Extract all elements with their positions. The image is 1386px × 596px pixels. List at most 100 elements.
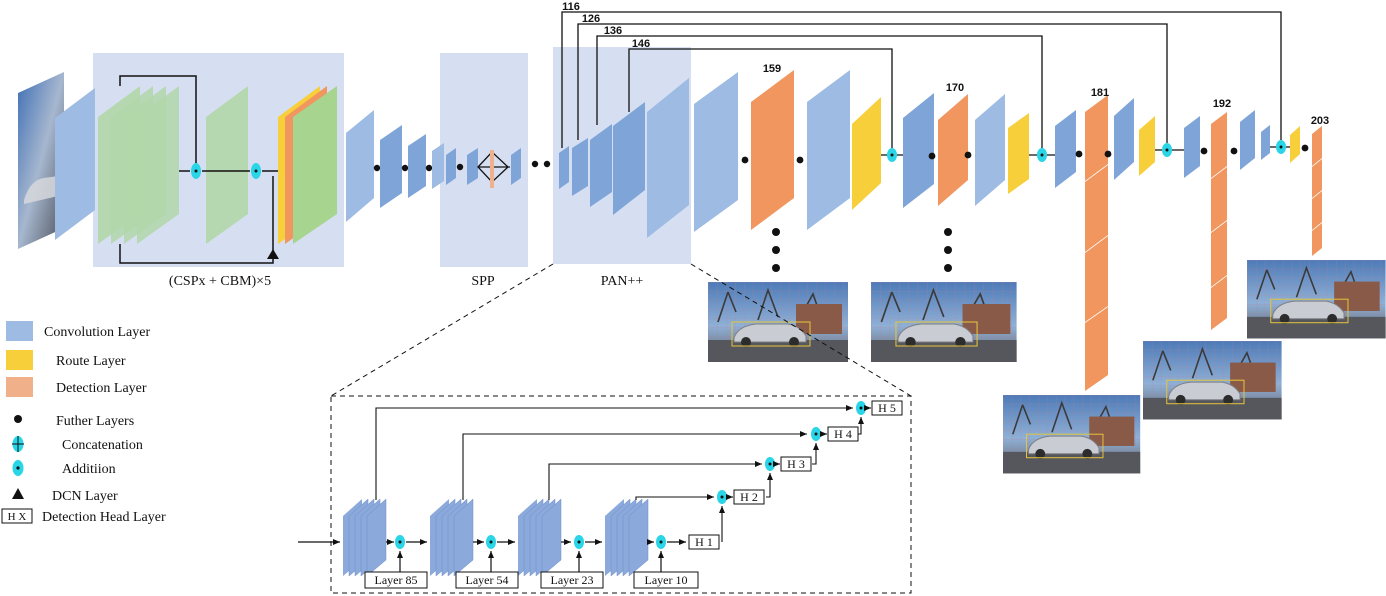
- detection-head-box-icon: [1, 508, 33, 524]
- route-number: 136: [604, 25, 622, 37]
- csp-layer: [206, 86, 248, 244]
- legend-head-symbol: H X: [8, 511, 27, 523]
- layer-box: [455, 571, 519, 589]
- pan-detail: Layer 85 Layer 54 Layer 23 Layer 10: [298, 400, 903, 589]
- detection-layer: [1085, 307, 1108, 391]
- dcn-triangle-icon: [267, 249, 279, 259]
- route-number: 146: [632, 38, 650, 50]
- head-box: [688, 534, 720, 550]
- output-image-2: [870, 281, 1018, 363]
- detection-number: 170: [946, 82, 964, 94]
- conv-layer: [807, 70, 850, 230]
- route-line-136: [596, 35, 1043, 148]
- layer-box: [540, 571, 604, 589]
- output-image-4: [1142, 340, 1283, 421]
- detection-layer: [1085, 95, 1108, 181]
- route-layer: [852, 97, 881, 210]
- conv-layer: [1055, 110, 1076, 188]
- input-image: [18, 72, 64, 249]
- detection-layer: [1211, 112, 1227, 178]
- head-label: H 4: [834, 427, 852, 441]
- conv-layer: [511, 148, 521, 185]
- pan-label: PAN++: [601, 274, 644, 289]
- conv-layer: [446, 148, 456, 185]
- conv-layer: [694, 72, 738, 232]
- conv-layer: [346, 110, 374, 222]
- detection-layer: [1211, 276, 1227, 330]
- layer-label: Layer 85: [375, 573, 418, 587]
- detection-layer: [1312, 126, 1322, 166]
- legend-route-label: Route Layer: [56, 354, 126, 369]
- conv-layer: [647, 78, 689, 238]
- detection-layer: [1211, 167, 1227, 232]
- conv-layer: [975, 94, 1005, 206]
- conv-layer: [1184, 116, 1200, 178]
- conv-layer: [572, 138, 588, 196]
- layer-box: [633, 571, 699, 589]
- head-box: [827, 426, 859, 442]
- layer-label: Layer 10: [645, 573, 688, 587]
- pan-detail-box: [330, 395, 912, 594]
- detection-layer: [1085, 236, 1108, 322]
- legend-detection-swatch: [6, 377, 33, 397]
- legend-detection-label: Detection Layer: [56, 381, 147, 396]
- csp-layer: [137, 86, 179, 244]
- route-layer: [1008, 113, 1029, 194]
- route-line-116: [561, 11, 1282, 148]
- dcn-triangle-icon: [12, 488, 24, 499]
- conv-layer: [1114, 98, 1134, 180]
- legend-conv-label: Convolution Layer: [44, 325, 150, 340]
- route-number: 116: [562, 1, 580, 13]
- conv-layer: [903, 93, 934, 208]
- route-line-146: [628, 48, 893, 148]
- legend-addition-label: Additiion: [62, 462, 116, 477]
- output-image-5: [1246, 259, 1386, 340]
- layer-label: Layer 54: [466, 573, 509, 587]
- head-label: H 3: [787, 457, 805, 471]
- legend-conv-swatch: [6, 321, 33, 341]
- legend-head-label: Detection Head Layer: [42, 510, 166, 525]
- conv-layer: [55, 88, 95, 240]
- conv-layer: [1240, 110, 1255, 170]
- conv-layer: [432, 143, 444, 189]
- backbone-label: (CSPx + CBM)×5: [169, 274, 271, 289]
- detection-layer: [1312, 191, 1322, 230]
- detection-layer: [938, 94, 968, 206]
- csp-layer: [293, 86, 337, 244]
- detection-number: 203: [1311, 115, 1329, 127]
- conv-layer: [559, 146, 569, 189]
- detection-layer: [1312, 223, 1322, 256]
- layer-label: Layer 23: [551, 573, 594, 587]
- head-box: [733, 489, 765, 505]
- layer-stack: [518, 498, 562, 577]
- conv-layer: [408, 134, 426, 198]
- layer-stack: [343, 498, 387, 577]
- layer-stack: [605, 498, 649, 577]
- legend-dcn-label: DCN Layer: [52, 489, 118, 504]
- route-layer: [1139, 116, 1155, 176]
- route-line-126: [577, 23, 1168, 143]
- spp-label: SPP: [471, 274, 495, 289]
- detection-layer: [751, 70, 794, 230]
- conv-layer: [613, 102, 645, 215]
- detection-layer: [1085, 165, 1108, 252]
- conv-layer: [380, 125, 402, 208]
- detection-number: 192: [1213, 98, 1231, 110]
- layer-box: [364, 571, 428, 589]
- legend-concat-label: Concatenation: [62, 438, 143, 453]
- head-box: [780, 456, 812, 472]
- legend: Convolution Layer Route Layer Detection …: [1, 321, 166, 525]
- spp-pool: [490, 150, 494, 188]
- legend-further-label: Futher Layers: [56, 414, 134, 429]
- output-image-3: [1002, 394, 1141, 475]
- legend-route-swatch: [6, 350, 33, 370]
- detection-number: 181: [1091, 87, 1109, 99]
- head-label: H 2: [740, 490, 758, 504]
- conv-layer: [467, 148, 478, 185]
- further-layers-dot-icon: [14, 415, 22, 423]
- detection-number: 159: [763, 63, 781, 75]
- conv-layer: [590, 124, 612, 207]
- head-label: H 1: [695, 535, 713, 549]
- layer-stack: [430, 498, 474, 577]
